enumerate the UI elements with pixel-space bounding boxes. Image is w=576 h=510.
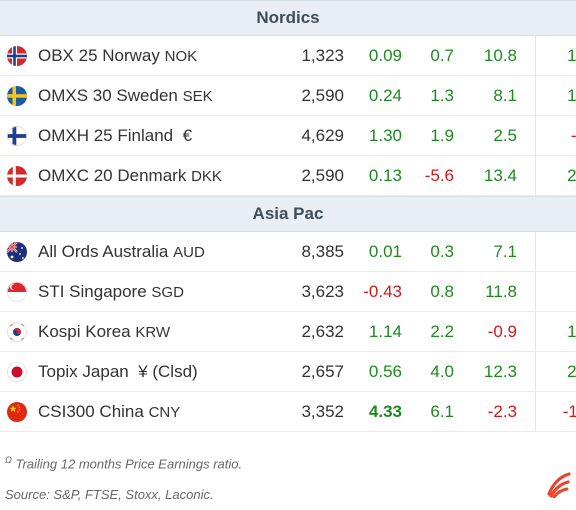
- footnote-text: Trailing 12 months Price Earnings ratio.: [15, 456, 243, 472]
- change-cell: -0.9: [487, 321, 517, 341]
- pe-cell: -6: [570, 125, 576, 145]
- currency-label: €: [182, 125, 193, 145]
- change-cell: 4.33: [368, 401, 402, 421]
- column-divider: [535, 351, 536, 392]
- price-cell: 2,657: [301, 361, 344, 381]
- change-cell: 0.7: [430, 45, 454, 65]
- change-cell: -0.43: [363, 281, 402, 301]
- change-cell: 0.3: [430, 241, 454, 261]
- index-name: OBX 25 Norway NOK: [38, 45, 198, 65]
- index-name: STI Singapore SGD: [38, 281, 184, 301]
- change-cell: -5.6: [424, 165, 454, 185]
- south-korea-flag-icon: [7, 321, 27, 342]
- change-cell: 2.2: [430, 321, 454, 341]
- change-cell: 0.01: [368, 241, 402, 261]
- column-divider: [535, 75, 536, 116]
- index-name: OMXH 25 Finland €: [38, 125, 193, 145]
- column-divider: [535, 271, 536, 312]
- table-row[interactable]: OMXS 30 Sweden SEK 2,590 0.24 1.3 8.1 17: [0, 75, 576, 116]
- currency-label: CNY: [148, 403, 181, 421]
- index-name: All Ords Australia AUD: [38, 241, 205, 261]
- column-divider: [535, 35, 536, 76]
- brand-logo-icon: [547, 472, 571, 498]
- change-cell: 0.56: [368, 361, 402, 381]
- denmark-flag-icon: [7, 165, 27, 186]
- index-name: OMXS 30 Sweden SEK: [38, 85, 213, 105]
- change-cell: 8.1: [493, 85, 517, 105]
- change-cell: 1.3: [430, 85, 454, 105]
- asia-pac-header: Asia Pac: [0, 196, 576, 232]
- change-cell: 10.8: [483, 45, 517, 65]
- pe-cell: 10: [567, 45, 576, 65]
- finland-flag-icon: [7, 125, 27, 146]
- column-divider: [535, 311, 536, 352]
- pe-cell: 17: [567, 85, 576, 105]
- sweden-flag-icon: [7, 85, 27, 106]
- table-row[interactable]: STI Singapore SGD 3,623 -0.43 0.8 11.8 0: [0, 271, 576, 312]
- singapore-flag-icon: [7, 281, 27, 302]
- price-cell: 2,590: [301, 85, 344, 105]
- table-row[interactable]: OBX 25 Norway NOK 1,323 0.09 0.7 10.8 10: [0, 35, 576, 76]
- column-divider: [535, 391, 536, 432]
- change-cell: 12.3: [483, 361, 517, 381]
- pe-cell: 24: [567, 165, 576, 185]
- currency-label: NOK: [164, 47, 198, 65]
- change-cell: 6.1: [430, 401, 454, 421]
- currency-label: SEK: [182, 87, 213, 105]
- change-cell: 1.9: [430, 125, 454, 145]
- price-cell: 2,632: [301, 321, 344, 341]
- currency-label: ¥ (Clsd): [138, 361, 198, 381]
- japan-flag-icon: [7, 361, 27, 382]
- footnote: Ω Trailing 12 months Price Earnings rati…: [5, 455, 242, 471]
- change-cell: 0.13: [368, 165, 402, 185]
- pe-cell: 25: [567, 361, 576, 381]
- change-cell: 4.0: [430, 361, 454, 381]
- table-row[interactable]: Topix Japan ¥ (Clsd) 2,657 0.56 4.0 12.3…: [0, 351, 576, 392]
- change-cell: 0.24: [368, 85, 402, 105]
- price-cell: 1,323: [301, 45, 344, 65]
- index-name: Kospi Korea KRW: [38, 321, 171, 341]
- change-cell: 2.5: [493, 125, 517, 145]
- table-row[interactable]: Kospi Korea KRW 2,632 1.14 2.2 -0.9 19: [0, 311, 576, 352]
- change-cell: 11.8: [485, 281, 517, 301]
- section-title-nordics: Nordics: [256, 8, 320, 27]
- currency-label: AUD: [173, 243, 205, 261]
- source-note: Source: S&P, FTSE, Stoxx, Laconic.: [5, 487, 214, 502]
- price-cell: 4,629: [301, 125, 344, 145]
- pe-cell: -11: [562, 401, 576, 421]
- change-cell: 1.30: [368, 125, 402, 145]
- column-divider: [535, 115, 536, 156]
- currency-label: SGD: [151, 283, 184, 301]
- index-name: OMXC 20 Denmark DKK: [38, 165, 222, 185]
- footnote-mark: Ω: [5, 455, 12, 465]
- price-cell: 2,590: [301, 165, 344, 185]
- price-cell: 3,623: [301, 281, 344, 301]
- pe-cell: 0: [536, 282, 576, 302]
- australia-flag-icon: [7, 241, 27, 262]
- table-row[interactable]: All Ords Australia AUD 8,385 0.01 0.3 7.…: [0, 231, 576, 272]
- section-title-asia-pac: Asia Pac: [252, 204, 324, 223]
- price-cell: 3,352: [301, 401, 344, 421]
- table-row[interactable]: OMXC 20 Denmark DKK 2,590 0.13 -5.6 13.4…: [0, 155, 576, 196]
- pe-cell: 8: [536, 242, 576, 262]
- currency-label: KRW: [135, 323, 171, 341]
- table-row[interactable]: OMXH 25 Finland € 4,629 1.30 1.9 2.5 -6: [0, 115, 576, 156]
- change-cell: 0.8: [430, 281, 454, 301]
- change-cell: 13.4: [483, 165, 517, 185]
- change-cell: -2.3: [487, 401, 517, 421]
- currency-label: DKK: [191, 167, 222, 185]
- column-divider: [535, 231, 536, 272]
- column-divider: [535, 155, 536, 196]
- change-cell: 7.1: [493, 241, 517, 261]
- pe-cell: 19: [567, 321, 576, 341]
- index-name: CSI300 China CNY: [38, 401, 181, 421]
- price-cell: 8,385: [301, 241, 344, 261]
- china-flag-icon: [7, 401, 27, 422]
- change-cell: 1.14: [368, 321, 402, 341]
- table-row[interactable]: CSI300 China CNY 3,352 4.33 6.1 -2.3 -11: [0, 391, 576, 432]
- nordics-header: Nordics: [0, 0, 576, 36]
- change-cell: 0.09: [368, 45, 402, 65]
- norway-flag-icon: [7, 45, 27, 66]
- index-name: Topix Japan ¥ (Clsd): [38, 361, 198, 381]
